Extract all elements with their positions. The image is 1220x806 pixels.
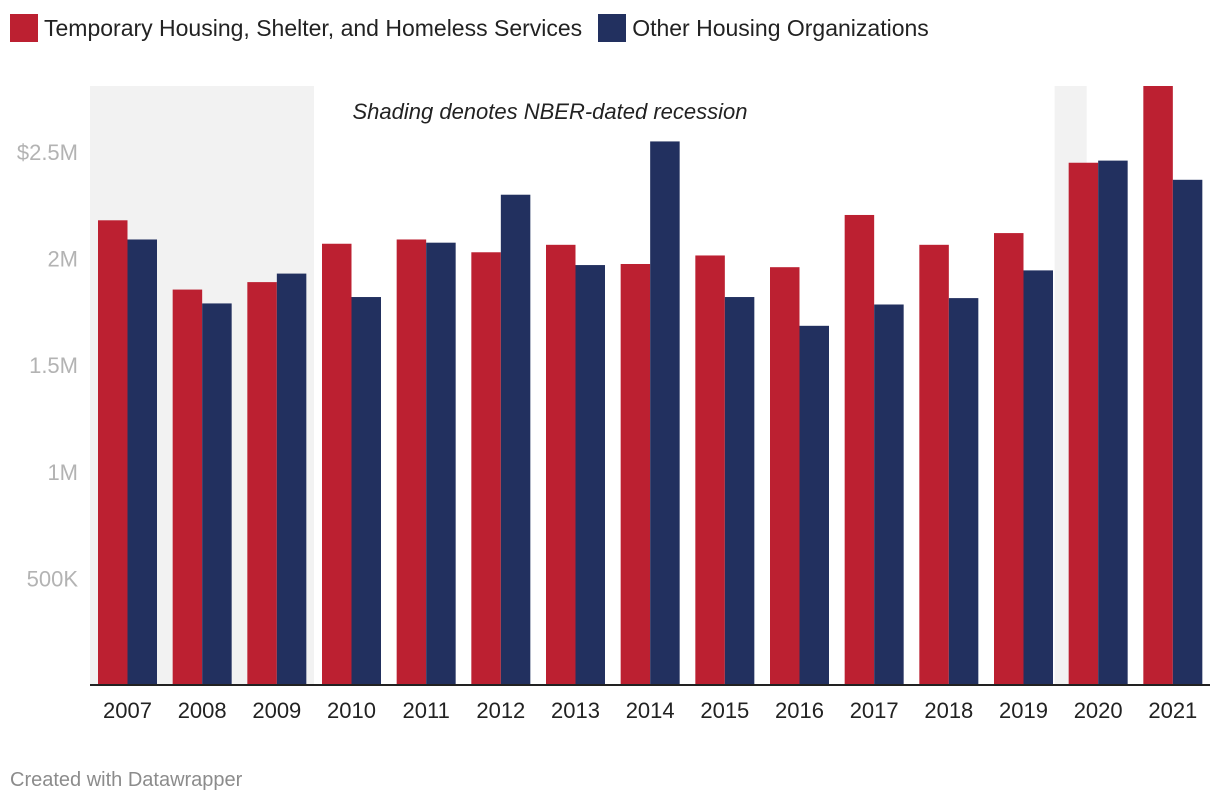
bar-temporary-housing-2011 [396,239,427,686]
bar-temporary-housing-2013 [546,244,576,685]
bar-other-housing-2021 [1172,179,1203,686]
bar-other-housing-2017 [874,304,904,685]
x-tick-label-2008: 2008 [178,698,227,723]
bar-other-housing-2013 [575,265,605,685]
legend-swatch-other-housing [598,14,627,42]
bar-other-housing-2011 [426,242,456,686]
x-tick-label-2007: 2007 [103,698,152,723]
x-tick-label-2018: 2018 [924,698,973,723]
bar-temporary-housing-2018 [919,244,949,685]
legend-swatch-temporary-housing [10,14,38,42]
y-tick-label: 1.5M [29,353,78,378]
bar-other-housing-2012 [500,194,531,685]
x-tick-label-2015: 2015 [700,698,749,723]
bar-other-housing-2010 [351,297,381,685]
bar-temporary-housing-2017 [844,214,875,685]
bar-temporary-housing-2009 [247,282,277,685]
y-tick-label: 1M [47,460,78,485]
x-tick-label-2011: 2011 [403,698,450,723]
bar-temporary-housing-2008 [172,289,203,685]
x-tick-label-2012: 2012 [476,698,525,723]
bar-chart: Shading denotes NBER-dated recession 500K… [17,86,1210,723]
bar-other-housing-2008 [202,303,232,685]
bar-other-housing-2007 [127,239,157,686]
legend-item-temporary-housing: Temporary Housing, Shelter, and Homeless… [10,14,582,42]
footer-credit: Created with Datawrapper [10,769,243,791]
legend-item-other-housing: Other Housing Organizations [598,14,929,42]
bar-other-housing-2019 [1023,270,1053,685]
recession-annotation: Shading denotes NBER-dated recession [352,99,747,124]
bar-other-housing-2015 [724,297,755,685]
bar-temporary-housing-2015 [695,255,725,686]
x-tick-label-2019: 2019 [999,698,1048,723]
chart-legend: Temporary Housing, Shelter, and Homeless… [10,12,945,44]
bar-temporary-housing-2020 [1068,162,1099,685]
legend-label-temporary-housing: Temporary Housing, Shelter, and Homeless… [44,14,583,41]
x-tick-label-2009: 2009 [252,698,301,723]
bar-temporary-housing-2021 [1143,86,1173,685]
bar-other-housing-2016 [799,325,829,685]
x-tick-label-2016: 2016 [775,698,824,723]
bar-temporary-housing-2014 [620,263,651,685]
x-tick-label-2020: 2020 [1074,698,1123,723]
bar-temporary-housing-2019 [994,233,1024,686]
bar-temporary-housing-2016 [770,267,800,685]
bar-temporary-housing-2007 [98,220,128,685]
y-tick-label: $2.5M [17,140,78,165]
y-tick-label: 2M [47,247,78,272]
legend-label-other-housing: Other Housing Organizations [632,14,929,41]
x-tick-label-2021: 2021 [1148,698,1197,723]
bar-other-housing-2018 [948,298,979,685]
x-tick-label-2013: 2013 [551,698,600,723]
y-tick-label: 500K [27,566,79,591]
x-tick-label-2014: 2014 [626,698,675,723]
x-tick-label-2017: 2017 [850,698,899,723]
x-tick-label-2010: 2010 [327,698,376,723]
bar-other-housing-2014 [650,141,680,686]
bar-temporary-housing-2010 [322,243,352,685]
bar-other-housing-2009 [276,273,307,685]
bar-other-housing-2020 [1098,160,1128,686]
bar-temporary-housing-2012 [471,252,501,686]
